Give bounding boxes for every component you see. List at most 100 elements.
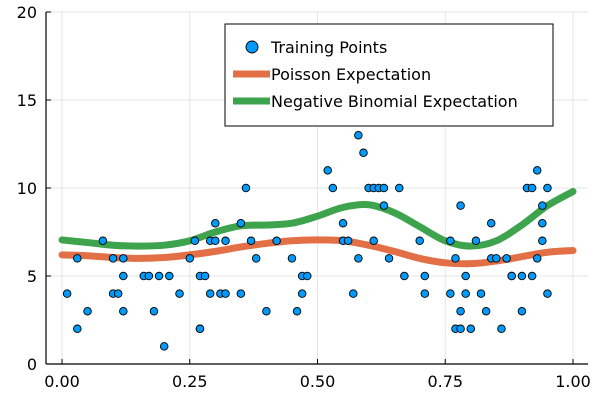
- training-point: [62, 289, 72, 298]
- training-point: [195, 324, 205, 334]
- training-point: [154, 271, 164, 281]
- training-point: [538, 201, 547, 210]
- axes: [45, 11, 588, 365]
- training-point: [538, 236, 547, 246]
- training-point: [527, 183, 537, 193]
- training-point: [338, 218, 348, 228]
- training-point: [538, 218, 547, 228]
- training-point: [328, 183, 338, 193]
- training-point: [446, 236, 455, 246]
- training-point: [456, 201, 465, 210]
- series-lines: [58, 188, 577, 268]
- training-point: [420, 271, 430, 281]
- training-point: [297, 289, 307, 298]
- x-tick-label: 0.75: [427, 372, 463, 391]
- training-point: [221, 289, 230, 298]
- training-point: [119, 254, 128, 263]
- training-point: [481, 306, 491, 316]
- training-point: [303, 271, 312, 281]
- training-point: [369, 236, 378, 246]
- training-point: [175, 289, 184, 298]
- training-point: [507, 271, 516, 281]
- training-point: [165, 271, 174, 281]
- training-point: [517, 271, 527, 281]
- training-point: [466, 324, 476, 334]
- training-point: [446, 289, 455, 298]
- training-point: [185, 254, 194, 263]
- training-point: [502, 254, 511, 263]
- y-tick-label: 5: [27, 267, 37, 286]
- legend-label-training-points: Training Points: [270, 38, 387, 57]
- training-point: [476, 289, 486, 298]
- tick-labels: 0.00 0.25 0.50 0.75 1.00 0 5 10 15 20: [17, 3, 591, 391]
- legend-box: [224, 23, 554, 127]
- training-point: [287, 254, 297, 263]
- training-point: [543, 183, 552, 193]
- x-tick-label: 1.00: [555, 372, 591, 391]
- training-point: [83, 306, 92, 316]
- y-tick-label: 20: [17, 3, 37, 22]
- training-point: [461, 271, 470, 281]
- training-point: [395, 183, 404, 193]
- training-point: [359, 148, 368, 158]
- training-point: [98, 236, 108, 246]
- training-point: [527, 271, 537, 281]
- training-point: [354, 130, 363, 140]
- training-point: [354, 254, 363, 263]
- training-point: [415, 236, 424, 246]
- legend: Training Points Poisson Expectation Negati…: [224, 23, 554, 127]
- training-point: [456, 324, 465, 334]
- x-tick-label: 0.25: [172, 372, 208, 391]
- training-point: [451, 254, 460, 263]
- training-point: [343, 236, 353, 246]
- legend-label-poisson-expectation: Poisson Expectation: [271, 65, 431, 84]
- training-point: [379, 201, 389, 210]
- training-point: [221, 236, 230, 246]
- training-point: [211, 218, 220, 228]
- legend-label-negative-binomial-expectation: Negative Binomial Expectation: [271, 92, 518, 111]
- training-point: [456, 306, 465, 316]
- training-point: [144, 271, 154, 281]
- training-point: [486, 218, 496, 228]
- training-point: [492, 254, 501, 263]
- training-point: [108, 254, 118, 263]
- training-point: [292, 306, 302, 316]
- training-point: [532, 254, 542, 263]
- y-tick-label: 10: [17, 179, 37, 198]
- training-points: [62, 130, 552, 351]
- legend-marker-training-points: [245, 40, 259, 54]
- training-point: [211, 236, 220, 246]
- training-point: [236, 218, 246, 228]
- training-point: [149, 306, 159, 316]
- training-point: [471, 236, 481, 246]
- training-point: [190, 236, 200, 246]
- training-point: [384, 254, 394, 263]
- training-point: [73, 254, 82, 263]
- training-point: [497, 324, 506, 334]
- training-point: [400, 271, 409, 281]
- training-point: [200, 271, 210, 281]
- x-tick-label: 0.00: [44, 372, 80, 391]
- training-point: [420, 289, 430, 298]
- training-point: [73, 324, 82, 334]
- training-point: [517, 306, 527, 316]
- y-tick-label: 15: [17, 91, 37, 110]
- training-point: [119, 271, 128, 281]
- training-point: [205, 289, 215, 298]
- poisson-expectation-line: [58, 236, 577, 268]
- training-point: [349, 289, 358, 298]
- y-tick-label: 0: [27, 355, 37, 374]
- training-point: [119, 306, 128, 316]
- training-point: [379, 183, 389, 193]
- training-point: [272, 236, 281, 246]
- training-point: [532, 166, 542, 175]
- training-point: [262, 306, 271, 316]
- x-tick-label: 0.50: [300, 372, 336, 391]
- training-point: [236, 289, 246, 298]
- training-point: [113, 289, 123, 298]
- training-point: [543, 289, 552, 298]
- negative-binomial-expectation-line: [58, 188, 577, 250]
- training-point: [241, 183, 251, 193]
- training-point: [461, 289, 470, 298]
